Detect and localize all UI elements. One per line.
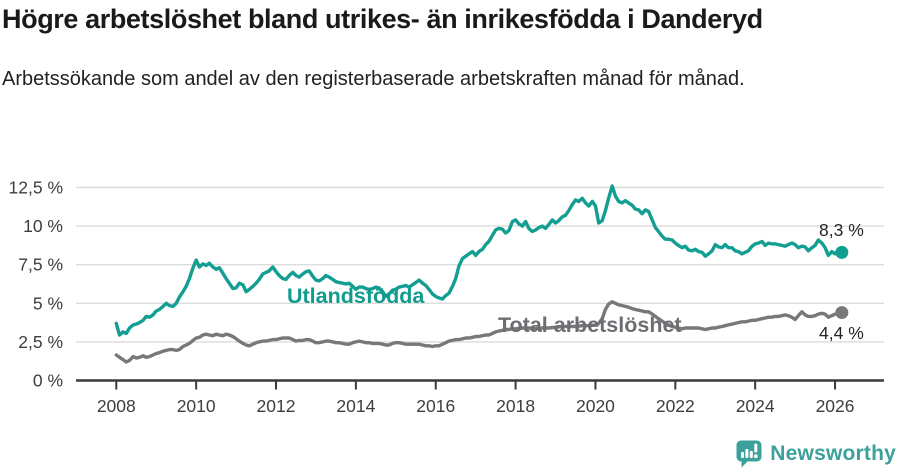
chart-subtitle: Arbetssökande som andel av den registerb… xyxy=(2,68,745,90)
chart-title: Högre arbetslöshet bland utrikes- än inr… xyxy=(2,4,763,34)
series-line-utlandsfodda xyxy=(114,184,844,337)
x-tick-label: 2014 xyxy=(336,396,375,416)
newsworthy-logo[interactable]: Newsworthy xyxy=(735,439,896,468)
logo-exclamation-stem xyxy=(754,443,758,453)
x-tick-label: 2022 xyxy=(656,396,695,416)
y-tick-label: 2,5 % xyxy=(18,332,63,352)
series-label-utlandsfodda: Utlandsfödda xyxy=(287,284,425,308)
logo-bar-1 xyxy=(741,452,745,458)
logo-bar-3 xyxy=(750,451,754,458)
end-value-label-utlandsfodda: 8,3 % xyxy=(819,220,864,240)
x-tick-label: 2016 xyxy=(416,396,455,416)
x-tick-label: 2012 xyxy=(257,396,296,416)
x-tick-label: 2018 xyxy=(496,396,535,416)
x-tick-label: 2020 xyxy=(576,396,615,416)
logo-bar-2 xyxy=(745,449,749,458)
y-tick-label: 0 % xyxy=(33,371,63,391)
y-tick-label: 5 % xyxy=(33,293,63,313)
x-tick-label: 2024 xyxy=(736,396,775,416)
series-endpoint-utlandsfodda xyxy=(835,245,849,259)
y-tick-label: 10 % xyxy=(23,216,63,236)
x-tick-label: 2026 xyxy=(816,396,855,416)
newsworthy-logo-icon xyxy=(736,440,762,468)
x-tick-label: 2008 xyxy=(97,396,136,416)
x-tick-label: 2010 xyxy=(177,396,216,416)
end-value-label-total: 4,4 % xyxy=(819,323,864,343)
series-line-total xyxy=(114,300,844,364)
series-endpoint-total xyxy=(835,306,849,320)
y-tick-label: 12,5 % xyxy=(9,178,63,198)
y-tick-label: 7,5 % xyxy=(18,255,63,275)
newsworthy-logo-text: Newsworthy xyxy=(770,441,896,465)
logo-exclamation-dot xyxy=(754,454,758,459)
series-label-total-arbetsloshet: Total arbetslöshet xyxy=(498,313,682,337)
